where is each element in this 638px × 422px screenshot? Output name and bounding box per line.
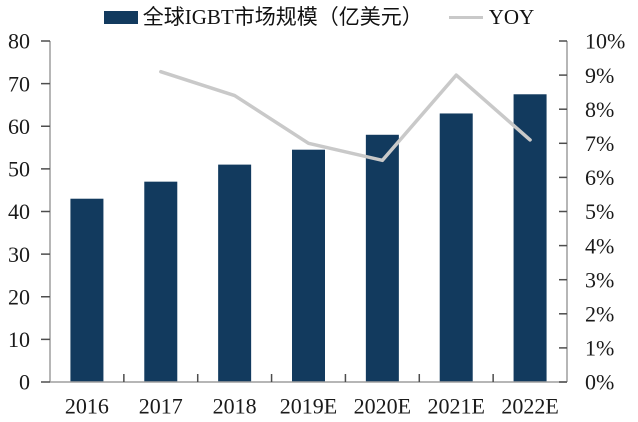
bar-2017 [144,181,178,382]
x-category-label: 2017 [139,394,183,419]
line-series-legend-label: YOY [488,5,535,29]
y-right-tick-label: 3% [585,267,614,292]
y-right-tick-label: 10% [585,29,625,54]
y-right-tick-label: 6% [585,165,614,190]
y-right-tick-label: 8% [585,97,614,122]
bar-2020E [365,134,399,382]
y-left-tick-label: 30 [8,242,30,267]
y-left-tick-label: 40 [8,199,30,224]
yoy-line [159,69,532,163]
bar-2019E [292,149,325,382]
y-right-tick-label: 1% [585,336,614,361]
bar-2021E [439,113,473,383]
y-right-tick-label: 2% [585,302,614,327]
y-right-tick-label: 0% [585,370,614,395]
y-right-tick-label: 4% [585,233,614,258]
x-category-label: 2020E [354,394,411,419]
bar-2016 [70,198,104,382]
y-left-tick-label: 50 [8,157,30,182]
x-category-label: 2019E [280,394,337,419]
y-left-tick-label: 80 [8,29,30,54]
bar-series-swatch-icon [103,11,138,24]
x-category-label: 2021E [427,394,484,419]
y-right-tick-label: 5% [585,199,614,224]
y-left-tick-label: 20 [8,284,30,309]
chart-legend: 全球IGBT市场规模（亿美元） YOY [0,7,638,28]
x-category-label: 2022E [501,394,558,419]
y-left-tick-label: 70 [8,71,30,96]
bar-2022E [513,94,547,382]
x-category-label: 2018 [213,394,257,419]
bar-series-legend-label: 全球IGBT市场规模（亿美元） [142,5,423,29]
x-category-label: 2016 [65,394,109,419]
y-left-tick-label: 10 [8,327,30,352]
bar-2018 [218,164,252,382]
line-series-swatch-icon [448,16,483,19]
y-right-tick-label: 9% [585,63,614,88]
y-left-tick-label: 0 [19,370,30,395]
y-left-tick-label: 60 [8,114,30,139]
y-right-tick-label: 7% [585,131,614,156]
